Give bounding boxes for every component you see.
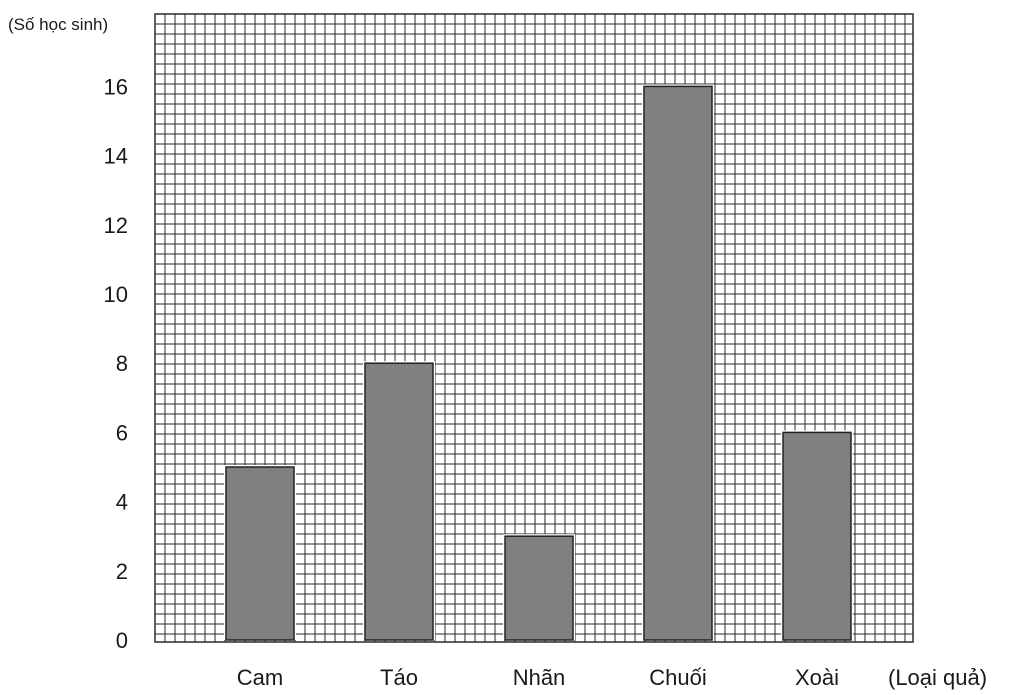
- bar-cam: [225, 466, 295, 641]
- y-tick-label: 10: [104, 282, 128, 307]
- chart-bars: [224, 84, 853, 641]
- y-axis-ticks: 0 2 4 6 8 10 12 14 16: [104, 74, 128, 653]
- x-axis-label: (Loại quả): [888, 665, 987, 690]
- y-tick-label: 8: [116, 351, 128, 376]
- x-category-label: Chuối: [649, 665, 706, 690]
- y-tick-label: 6: [116, 420, 128, 445]
- plot-border: [154, 13, 914, 643]
- bar-nhãn: [504, 535, 574, 641]
- x-category-label: Nhãn: [513, 665, 566, 690]
- x-axis-categories: Cam Táo Nhãn Chuối Xoài: [237, 665, 839, 690]
- chart-grid: [154, 13, 914, 643]
- x-category-label: Cam: [237, 665, 283, 690]
- bar-chuối: [643, 85, 713, 641]
- x-category-label: Táo: [380, 665, 418, 690]
- y-tick-label: 0: [116, 628, 128, 653]
- x-category-label: Xoài: [795, 665, 839, 690]
- bar-xoài: [782, 431, 852, 641]
- y-tick-label: 12: [104, 213, 128, 238]
- y-tick-label: 16: [104, 74, 128, 99]
- y-tick-label: 2: [116, 559, 128, 584]
- y-tick-label: 14: [104, 144, 128, 169]
- y-axis-label: (Số học sinh): [8, 15, 108, 34]
- y-tick-label: 4: [116, 490, 128, 515]
- bar-táo: [364, 362, 434, 641]
